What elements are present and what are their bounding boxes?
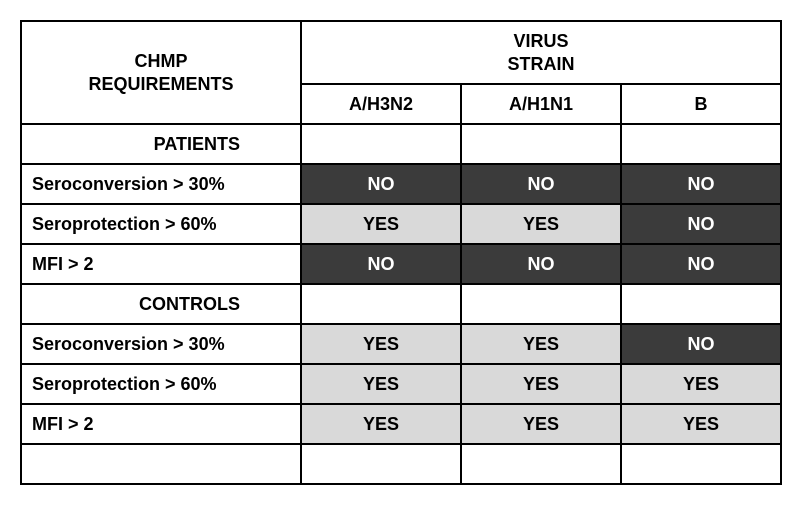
value-cell: YES [301, 204, 461, 244]
value-cell: YES [461, 324, 621, 364]
header-left-line2: REQUIREMENTS [88, 74, 233, 94]
table-row: Seroconversion > 30% YES YES NO [21, 324, 781, 364]
value-cell: NO [621, 204, 781, 244]
chmp-table-container: CHMP REQUIREMENTS VIRUS STRAIN A/H3N2 A/… [20, 20, 780, 485]
empty-cell [301, 124, 461, 164]
value-cell: NO [621, 324, 781, 364]
table-row: Seroprotection > 60% YES YES NO [21, 204, 781, 244]
header-right: VIRUS STRAIN [301, 21, 781, 84]
criterion-label: Seroprotection > 60% [21, 364, 301, 404]
criterion-label: MFI > 2 [21, 404, 301, 444]
value-cell: YES [461, 204, 621, 244]
value-cell: YES [301, 324, 461, 364]
value-cell: NO [301, 244, 461, 284]
empty-cell [621, 444, 781, 484]
criterion-label: Seroconversion > 30% [21, 324, 301, 364]
header-right-line2: STRAIN [508, 54, 575, 74]
empty-cell [21, 444, 301, 484]
section-label-controls: CONTROLS [21, 284, 301, 324]
empty-cell [301, 444, 461, 484]
value-cell: NO [621, 164, 781, 204]
value-cell: YES [301, 404, 461, 444]
table-body: CHMP REQUIREMENTS VIRUS STRAIN A/H3N2 A/… [21, 21, 781, 484]
value-cell: YES [621, 364, 781, 404]
header-left: CHMP REQUIREMENTS [21, 21, 301, 124]
strain-col-0: A/H3N2 [301, 84, 461, 124]
criterion-label: MFI > 2 [21, 244, 301, 284]
header-row-1: CHMP REQUIREMENTS VIRUS STRAIN [21, 21, 781, 84]
empty-cell [621, 124, 781, 164]
value-cell: NO [461, 164, 621, 204]
empty-cell [621, 284, 781, 324]
empty-cell [461, 284, 621, 324]
section-row-patients: PATIENTS [21, 124, 781, 164]
value-cell: NO [301, 164, 461, 204]
table-row: Seroconversion > 30% NO NO NO [21, 164, 781, 204]
chmp-table: CHMP REQUIREMENTS VIRUS STRAIN A/H3N2 A/… [20, 20, 782, 485]
value-cell: YES [621, 404, 781, 444]
header-right-line1: VIRUS [514, 31, 569, 51]
criterion-label: Seroprotection > 60% [21, 204, 301, 244]
table-row: MFI > 2 NO NO NO [21, 244, 781, 284]
section-row-controls: CONTROLS [21, 284, 781, 324]
trailing-empty-row [21, 444, 781, 484]
section-label-patients: PATIENTS [21, 124, 301, 164]
table-row: MFI > 2 YES YES YES [21, 404, 781, 444]
strain-col-1: A/H1N1 [461, 84, 621, 124]
empty-cell [301, 284, 461, 324]
strain-col-2: B [621, 84, 781, 124]
value-cell: NO [461, 244, 621, 284]
criterion-label: Seroconversion > 30% [21, 164, 301, 204]
header-left-line1: CHMP [135, 51, 188, 71]
value-cell: NO [621, 244, 781, 284]
table-row: Seroprotection > 60% YES YES YES [21, 364, 781, 404]
value-cell: YES [301, 364, 461, 404]
empty-cell [461, 444, 621, 484]
empty-cell [461, 124, 621, 164]
value-cell: YES [461, 404, 621, 444]
value-cell: YES [461, 364, 621, 404]
